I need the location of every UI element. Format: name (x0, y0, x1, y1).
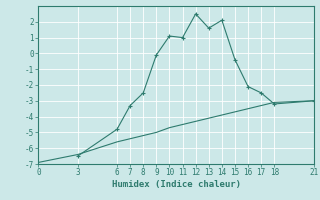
X-axis label: Humidex (Indice chaleur): Humidex (Indice chaleur) (111, 180, 241, 189)
